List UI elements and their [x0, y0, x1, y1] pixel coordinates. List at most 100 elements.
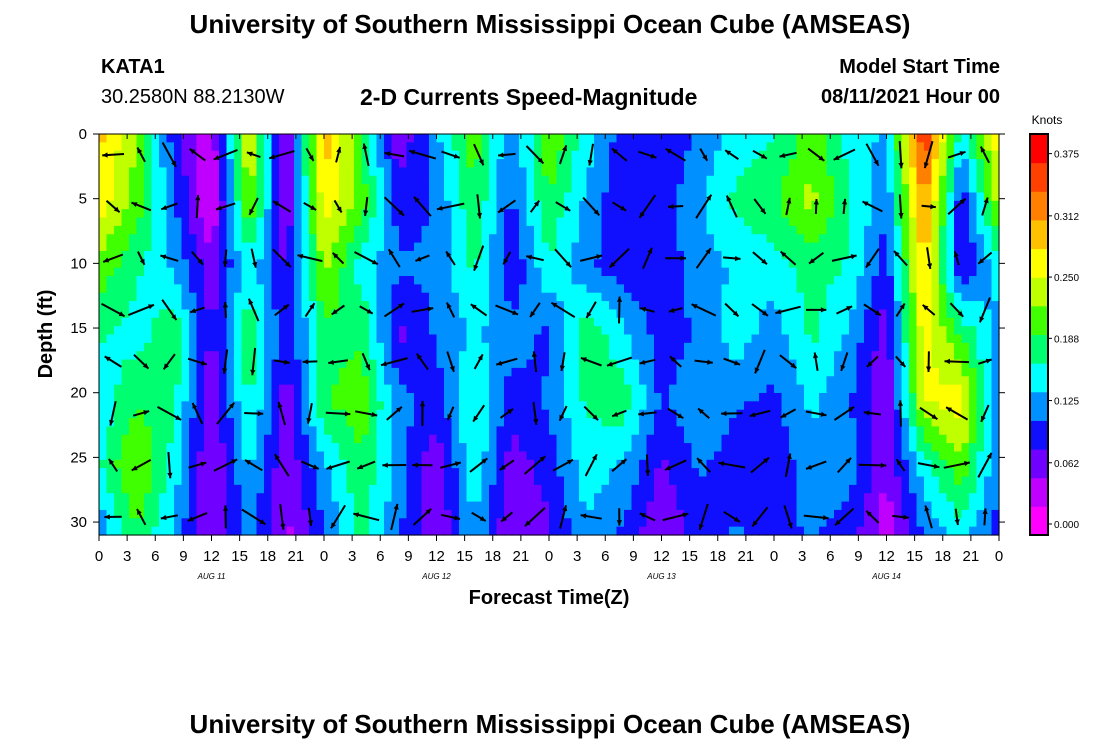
heatmap-cell: [916, 192, 925, 202]
heatmap-cell: [661, 250, 670, 260]
heatmap-cell: [901, 175, 910, 185]
heatmap-cell: [834, 434, 843, 444]
heatmap-cell: [729, 267, 738, 277]
heatmap-cell: [834, 200, 843, 210]
heatmap-cell: [181, 242, 190, 252]
heatmap-cell: [631, 317, 640, 327]
heatmap-cell: [774, 134, 783, 143]
heatmap-cell: [759, 326, 768, 336]
heatmap-cell: [316, 326, 325, 336]
heatmap-cell: [841, 217, 850, 227]
heatmap-cell: [781, 192, 790, 202]
heatmap-cell: [466, 134, 475, 143]
heatmap-cell: [916, 367, 925, 377]
heatmap-cell: [316, 426, 325, 436]
heatmap-cell: [301, 259, 310, 269]
heatmap-cell: [834, 142, 843, 152]
heatmap-cell: [324, 225, 333, 235]
heatmap-cell: [279, 376, 288, 386]
heatmap-cell: [369, 367, 378, 377]
heatmap-cell: [976, 250, 985, 260]
heatmap-cell: [661, 292, 670, 302]
heatmap-cell: [271, 276, 280, 285]
heatmap-cell: [901, 284, 910, 294]
heatmap-cell: [496, 401, 505, 411]
heatmap-cell: [264, 401, 273, 411]
heatmap-cell: [219, 217, 228, 227]
heatmap-cell: [226, 326, 235, 336]
heatmap-cell: [526, 334, 535, 344]
heatmap-cell: [684, 443, 693, 453]
heatmap-cell: [841, 225, 850, 235]
heatmap-cell: [826, 367, 835, 377]
heatmap-cell: [144, 200, 153, 210]
heatmap-cell: [511, 384, 520, 394]
heatmap-cell: [264, 242, 273, 252]
heatmap-cell: [706, 267, 715, 277]
heatmap-cell: [571, 459, 580, 469]
heatmap-cell: [991, 334, 1000, 344]
heatmap-cell: [196, 359, 205, 369]
heatmap-cell: [174, 401, 183, 411]
heatmap-cell: [811, 142, 820, 152]
heatmap-cell: [504, 301, 513, 311]
heatmap-cell: [616, 359, 625, 369]
heatmap-cell: [939, 392, 948, 402]
heatmap-cell: [579, 217, 588, 227]
heatmap-cell: [609, 342, 618, 352]
heatmap-cell: [241, 217, 250, 227]
heatmap-cell: [669, 217, 678, 227]
heatmap-cell: [714, 259, 723, 269]
heatmap-cell: [451, 225, 460, 235]
heatmap-cell: [834, 426, 843, 436]
heatmap-cell: [654, 342, 663, 352]
heatmap-cell: [541, 292, 550, 302]
heatmap-cell: [886, 459, 895, 469]
heatmap-cell: [399, 242, 408, 252]
heatmap-cell: [511, 326, 520, 336]
heatmap-cell: [616, 418, 625, 427]
heatmap-cell: [376, 259, 385, 269]
heatmap-cell: [204, 384, 213, 394]
heatmap-cell: [369, 159, 378, 169]
heatmap-cell: [894, 434, 903, 444]
heatmap-cell: [549, 250, 558, 260]
heatmap-cell: [309, 317, 318, 327]
heatmap-cell: [706, 401, 715, 411]
heatmap-cell: [564, 225, 573, 235]
heatmap-cell: [324, 384, 333, 394]
heatmap-cell: [271, 468, 280, 478]
heatmap-cell: [489, 309, 498, 319]
heatmap-cell: [301, 234, 310, 244]
heatmap-cell: [451, 242, 460, 252]
heatmap-cell: [151, 392, 160, 402]
heatmap-cell: [669, 334, 678, 344]
heatmap-cell: [811, 326, 820, 336]
heatmap-cell: [151, 359, 160, 369]
heatmap-cell: [819, 434, 828, 444]
heatmap-cell: [436, 259, 445, 269]
heatmap-cell: [151, 200, 160, 210]
heatmap-cell: [871, 167, 880, 177]
heatmap-cell: [106, 326, 115, 336]
heatmap-cell: [699, 267, 708, 277]
heatmap-cell: [481, 418, 490, 427]
heatmap-cell: [294, 184, 303, 194]
heatmap-cell: [369, 468, 378, 478]
heatmap-cell: [759, 334, 768, 344]
heatmap-cell: [219, 234, 228, 244]
heatmap-cell: [241, 200, 250, 210]
heatmap-cell: [504, 159, 513, 169]
heatmap-cell: [909, 225, 918, 235]
heatmap-cell: [241, 134, 250, 143]
heatmap-cell: [631, 359, 640, 369]
heatmap-cell: [894, 175, 903, 185]
heatmap-cell: [661, 150, 670, 160]
heatmap-cell: [346, 367, 355, 377]
heatmap-cell: [114, 401, 123, 411]
heatmap-cell: [159, 234, 168, 244]
heatmap-cell: [826, 317, 835, 327]
heatmap-cell: [916, 401, 925, 411]
heatmap-cell: [496, 192, 505, 202]
